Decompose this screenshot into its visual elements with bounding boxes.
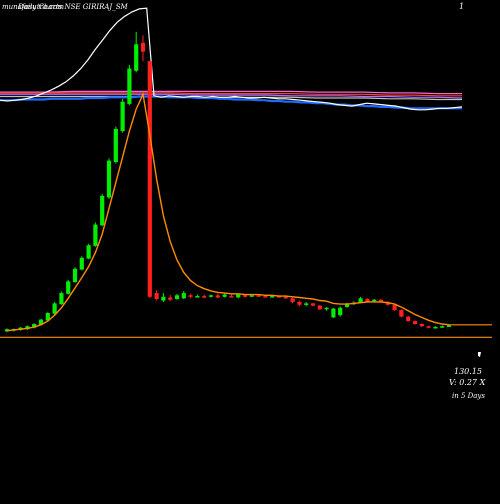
candle-body [229, 296, 234, 298]
candle-body [338, 307, 343, 316]
candle-body [236, 294, 241, 298]
price-marker-icon [478, 352, 481, 357]
candle-body [270, 296, 275, 298]
candle-body [344, 304, 350, 307]
band-line [0, 92, 462, 97]
band-line [0, 93, 463, 99]
last-price-label: 130.15 [454, 367, 482, 376]
candle-body [426, 326, 431, 328]
candle-body [106, 160, 112, 198]
candle-body [93, 224, 98, 246]
period-label: in 5 Days [452, 392, 485, 400]
candle-body [372, 299, 377, 302]
candle-body [249, 295, 254, 297]
candle-body [38, 319, 44, 325]
candle-body [154, 293, 159, 299]
candle-body [59, 293, 64, 305]
candle-body [174, 295, 180, 299]
candle-body [242, 295, 248, 297]
candle-body [331, 308, 336, 318]
candle-body [161, 296, 166, 301]
blue-indicator-line [0, 95, 462, 110]
candle-body [324, 307, 329, 310]
candle-body [222, 294, 227, 297]
chart-title: Daily Charts NSE GIRIRAJ_SM [17, 3, 129, 11]
candle-body [66, 281, 71, 294]
candle-body [188, 295, 193, 297]
candle-body [297, 301, 302, 305]
candle-body [86, 245, 91, 259]
candle-body [120, 101, 125, 132]
candle-body [256, 295, 261, 297]
candle-body [215, 295, 220, 298]
candle-body [181, 293, 186, 299]
candle-body [419, 324, 424, 327]
candles [4, 31, 452, 333]
candle-body [412, 321, 418, 324]
candle-body [32, 324, 37, 328]
candle-body [440, 326, 445, 328]
band-line [0, 90, 462, 95]
candle-body [100, 195, 105, 226]
candle-body [399, 310, 404, 317]
candle-body [147, 61, 152, 297]
candle-body [45, 313, 50, 321]
candle-body [283, 296, 288, 299]
candle-body [276, 296, 282, 298]
candle-body [127, 68, 132, 104]
corner-marker: 1 [459, 2, 464, 11]
candle-body [365, 299, 370, 302]
candle-body [310, 303, 316, 306]
candle-body [113, 128, 118, 162]
candle-body [25, 326, 30, 330]
candle-body [290, 298, 295, 302]
ema-line [6, 91, 450, 332]
site-watermark: munafasutra.com [2, 3, 64, 11]
volume-label: V: 0.27 X [449, 378, 486, 387]
candle-body [446, 325, 452, 327]
candle-body [406, 316, 411, 322]
candle-body [317, 305, 322, 310]
white-indicator-line [0, 7, 463, 111]
candle-body [168, 297, 173, 300]
candle-body [304, 303, 309, 305]
candle-body [208, 295, 214, 297]
candle-body [263, 296, 268, 298]
candle-body [52, 303, 57, 314]
candle-body [140, 42, 146, 52]
candle-body [134, 44, 139, 71]
candle-body [79, 257, 84, 270]
candle-body [392, 304, 397, 311]
candle-body [72, 268, 78, 283]
candle-body [358, 298, 363, 303]
indicator-lines [0, 7, 492, 338]
candle-body [378, 299, 384, 302]
overlay [6, 91, 492, 357]
candle-body [202, 296, 207, 298]
candle-body [195, 296, 200, 298]
candle-body [433, 327, 438, 329]
